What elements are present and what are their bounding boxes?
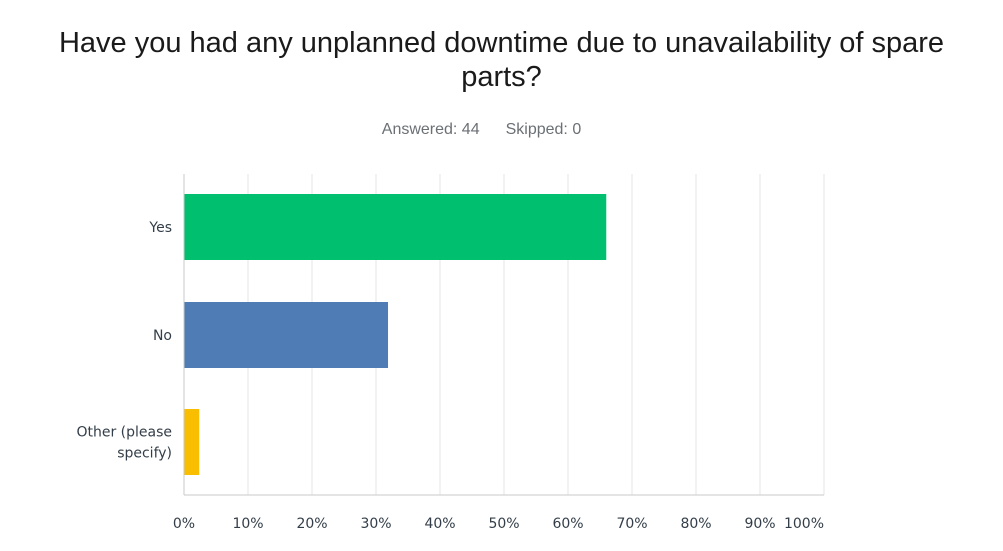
bar-0 — [184, 194, 607, 260]
x-tick-label-90: 90% — [744, 516, 775, 532]
answered-count: Answered: 44 — [381, 121, 480, 138]
x-tick-label-30: 30% — [360, 516, 391, 532]
x-tick-label-70: 70% — [616, 516, 647, 532]
x-tick-label-100: 100% — [784, 516, 824, 532]
x-tick-label-80: 80% — [680, 516, 711, 532]
bar-2 — [184, 409, 200, 475]
category-label-1-0: No — [153, 328, 172, 344]
skipped-count: Skipped: 0 — [505, 121, 582, 138]
chart-title: Have you had any unplanned downtime due … — [0, 26, 1003, 94]
chart-title-line-1: Have you had any unplanned downtime due … — [58, 27, 945, 59]
category-label-0-0: Yes — [148, 220, 172, 236]
x-tick-label-20: 20% — [296, 516, 327, 532]
x-tick-label-50: 50% — [488, 516, 519, 532]
x-tick-label-10: 10% — [232, 516, 263, 532]
x-tick-label-0: 0% — [173, 516, 195, 532]
category-label-2-1: specify) — [117, 446, 172, 462]
x-tick-label-60: 60% — [552, 516, 583, 532]
category-label-2-0: Other (please — [76, 425, 172, 441]
response-stats: Answered: 44 Skipped: 0 — [0, 121, 963, 139]
x-tick-label-40: 40% — [424, 516, 455, 532]
chart-title-line-2: parts? — [461, 61, 542, 93]
bar-1 — [184, 302, 389, 368]
